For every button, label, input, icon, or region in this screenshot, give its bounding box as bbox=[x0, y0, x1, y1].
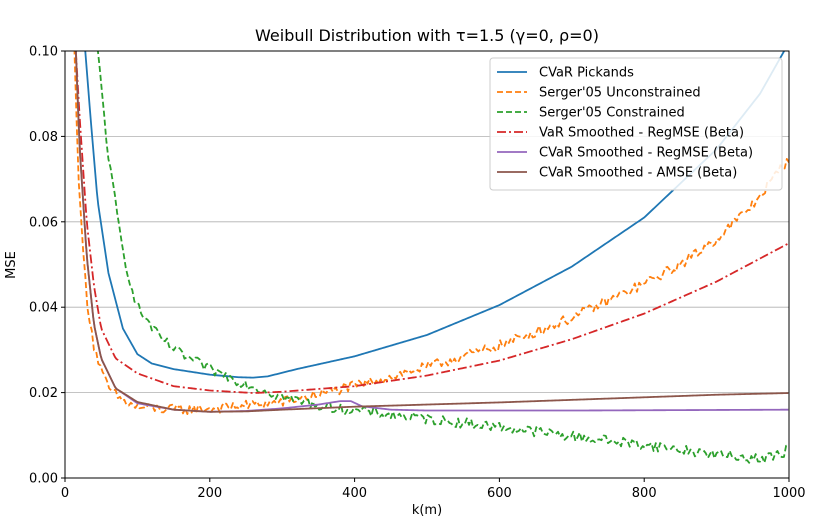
y-tick-label: 0.10 bbox=[29, 45, 58, 60]
y-tick-label: 0.02 bbox=[29, 386, 58, 401]
x-axis-label: k(m) bbox=[412, 503, 442, 518]
y-tick-label: 0.00 bbox=[29, 472, 58, 487]
plot-frame bbox=[64, 50, 790, 479]
x-tick-label: 600 bbox=[487, 486, 512, 501]
x-tick-label: 800 bbox=[632, 486, 657, 501]
series-line-0 bbox=[84, 51, 786, 379]
series-line-1 bbox=[73, 51, 789, 416]
legend: CVaR Pickands Serger'05 Unconstrained Serg… bbox=[489, 57, 783, 191]
x-tick-label: 400 bbox=[342, 486, 367, 501]
series-lines bbox=[73, 51, 789, 464]
legend-label-3: VaR Smoothed - RegMSE (Beta) bbox=[539, 126, 744, 141]
legend-label-0: CVaR Pickands bbox=[539, 66, 634, 81]
x-tick-label: 200 bbox=[197, 486, 222, 501]
y-axis: 0.00 0.02 0.04 0.06 0.08 0.10 bbox=[29, 45, 65, 487]
series-line-5 bbox=[74, 51, 789, 413]
chart-title: Weibull Distribution with τ=1.5 (γ=0, ρ=… bbox=[255, 26, 599, 45]
legend-label-1: Serger'05 Unconstrained bbox=[539, 86, 701, 101]
y-axis-label: MSE bbox=[4, 251, 19, 279]
y-tick-label: 0.08 bbox=[29, 130, 58, 145]
series-line-3 bbox=[74, 51, 789, 394]
legend-label-5: CVaR Smoothed - AMSE (Beta) bbox=[539, 166, 737, 181]
x-axis: 0 200 400 600 800 1000 bbox=[61, 478, 806, 501]
gridlines bbox=[65, 135, 789, 394]
series-line-2 bbox=[96, 51, 789, 464]
x-tick-label: 1000 bbox=[772, 486, 805, 501]
legend-box bbox=[489, 57, 783, 191]
legend-label-4: CVaR Smoothed - RegMSE (Beta) bbox=[539, 146, 753, 161]
legend-label-2: Serger'05 Constrained bbox=[539, 106, 685, 121]
y-tick-label: 0.06 bbox=[29, 215, 58, 230]
y-tick-label: 0.04 bbox=[29, 301, 58, 316]
x-tick-label: 0 bbox=[61, 486, 69, 501]
